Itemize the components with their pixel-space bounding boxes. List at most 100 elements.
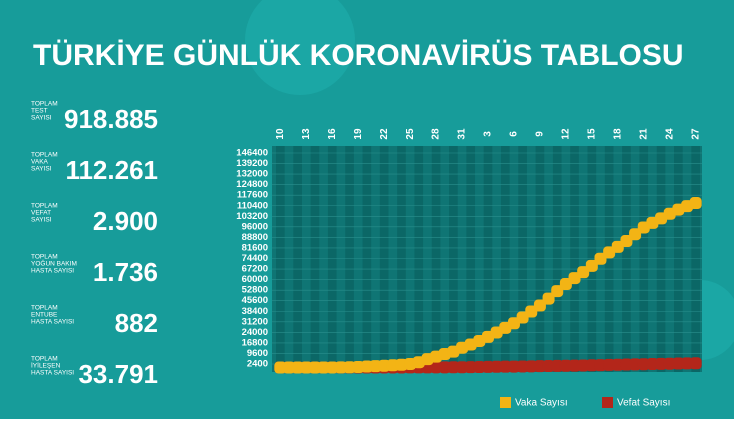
legend-label: Vefat Sayısı xyxy=(617,398,670,409)
data-point xyxy=(551,285,564,298)
data-point xyxy=(533,299,546,312)
stat-label: VAKA xyxy=(31,159,49,166)
y-tick-label: 124800 xyxy=(236,179,268,190)
column-stripe xyxy=(587,146,597,372)
stat-value: 918.885 xyxy=(64,104,158,134)
x-tick-label: 24 xyxy=(664,128,675,140)
y-tick-label: 139200 xyxy=(236,158,268,169)
column-stripe xyxy=(639,146,649,372)
y-tick-label: 60000 xyxy=(242,274,268,285)
column-stripe xyxy=(449,146,458,372)
column-stripe xyxy=(327,146,337,372)
stat-value: 112.261 xyxy=(65,155,158,185)
column-stripe xyxy=(656,146,666,372)
x-tick-label: 3 xyxy=(483,131,494,137)
x-tick-label: 28 xyxy=(431,128,442,140)
column-stripe xyxy=(362,146,372,372)
legend-swatch xyxy=(602,397,613,408)
x-tick-label: 22 xyxy=(379,128,390,140)
data-point xyxy=(620,235,633,248)
y-tick-label: 24000 xyxy=(242,327,268,338)
x-tick-label: 12 xyxy=(561,128,572,140)
stat-label: TEST xyxy=(31,108,48,115)
x-tick-label: 9 xyxy=(535,131,546,137)
y-tick-label: 110400 xyxy=(237,200,268,211)
column-stripe xyxy=(552,146,562,372)
stat-value: 2.900 xyxy=(93,206,158,236)
stat-value: 33.791 xyxy=(78,359,158,389)
stat-label: TOPLAM xyxy=(31,254,58,261)
column-stripe xyxy=(379,146,389,372)
stat-label: İYİLEŞEN xyxy=(31,361,61,370)
column-stripe xyxy=(604,146,614,372)
stat-label: VEFAT xyxy=(31,210,51,217)
column-stripe xyxy=(276,146,285,372)
virus-decoration xyxy=(245,0,355,95)
y-tick-label: 132000 xyxy=(236,169,268,180)
stat-label: ENTUBE xyxy=(31,312,58,319)
legend-swatch xyxy=(500,397,511,408)
y-tick-label: 16800 xyxy=(242,337,268,348)
stat-value: 1.736 xyxy=(93,257,158,287)
legend-label: Vaka Sayısı xyxy=(515,398,568,409)
x-tick-label: 18 xyxy=(612,128,623,140)
stat-label: YOĞUN BAKIM xyxy=(31,259,77,268)
column-stripe xyxy=(397,146,406,372)
y-tick-label: 45600 xyxy=(242,295,268,306)
y-tick-label: 81600 xyxy=(242,242,268,253)
data-point xyxy=(629,228,642,241)
stat-label: HASTA SAYISI xyxy=(31,268,74,275)
stat-label: HASTA SAYISI xyxy=(31,319,74,326)
data-point xyxy=(585,259,598,272)
column-stripe xyxy=(431,146,441,372)
y-tick-label: 52800 xyxy=(242,285,268,296)
stat-label: TOPLAM xyxy=(31,305,58,312)
column-stripe xyxy=(293,146,302,372)
y-tick-label: 31200 xyxy=(242,316,268,327)
stat-label: TOPLAM xyxy=(31,101,58,108)
x-tick-label: 21 xyxy=(638,128,649,140)
y-tick-label: 2400 xyxy=(247,359,268,370)
column-stripe xyxy=(500,146,510,372)
x-tick-label: 27 xyxy=(690,128,701,140)
column-stripe xyxy=(691,146,700,372)
y-tick-label: 67200 xyxy=(242,264,268,275)
y-tick-label: 103200 xyxy=(236,211,268,222)
stat-label: TOPLAM xyxy=(31,203,58,210)
x-tick-label: 25 xyxy=(405,128,416,140)
y-tick-label: 146400 xyxy=(236,148,268,159)
y-tick-label: 96000 xyxy=(242,221,268,232)
stat-label: TOPLAM xyxy=(31,356,58,363)
column-stripe xyxy=(535,146,545,372)
x-tick-label: 6 xyxy=(509,131,520,137)
stat-label: SAYISI xyxy=(31,166,52,173)
x-tick-label: 19 xyxy=(353,128,364,140)
stat-label: SAYISI xyxy=(31,115,52,122)
y-tick-label: 117600 xyxy=(237,190,268,201)
column-stripe xyxy=(518,146,527,372)
x-tick-label: 16 xyxy=(327,128,338,140)
data-point xyxy=(689,357,702,370)
column-stripe xyxy=(414,146,424,372)
x-tick-label: 15 xyxy=(586,128,597,140)
column-stripe xyxy=(466,146,476,372)
title: TÜRKİYE GÜNLÜK KORONAVİRÜS TABLOSU xyxy=(33,39,684,72)
column-stripe xyxy=(622,146,631,372)
column-stripe xyxy=(345,146,354,372)
stat-value: 882 xyxy=(115,308,158,338)
data-point xyxy=(542,292,555,305)
y-tick-label: 9600 xyxy=(247,348,268,359)
y-tick-label: 88800 xyxy=(242,232,268,243)
y-tick-label: 38400 xyxy=(242,306,268,317)
stat-label: SAYISI xyxy=(31,217,52,224)
stat-label: TOPLAM xyxy=(31,152,58,159)
stat-label: HASTA SAYISI xyxy=(31,370,74,377)
column-stripe xyxy=(674,146,683,372)
y-tick-label: 74400 xyxy=(242,253,268,264)
x-tick-label: 31 xyxy=(457,128,468,140)
column-stripe xyxy=(570,146,579,372)
column-stripe xyxy=(310,146,320,372)
data-point xyxy=(689,197,702,210)
